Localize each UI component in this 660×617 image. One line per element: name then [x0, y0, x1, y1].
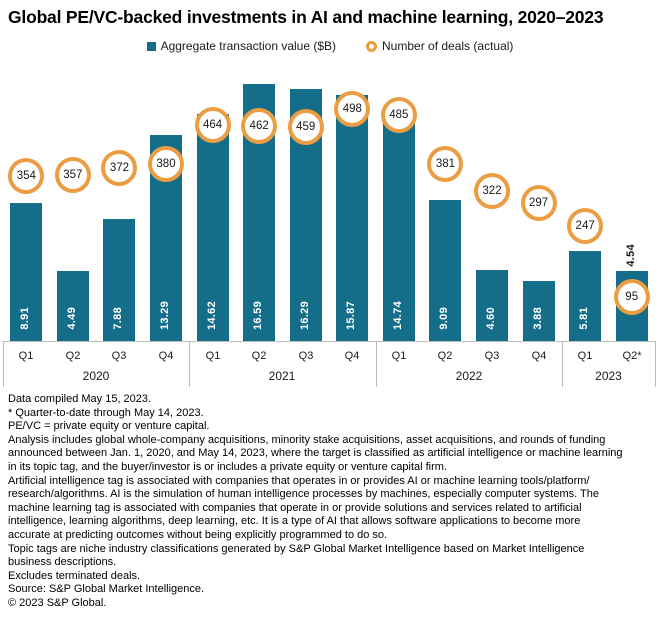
bar-value-label-7: 16.29 [298, 300, 311, 330]
deal-count-circle-10: 381 [427, 145, 464, 182]
deal-count-circle-2: 357 [54, 156, 91, 193]
footnote-line-15: Source: S&P Global Market Intelligence. [8, 583, 205, 596]
bar-Q2-2 [56, 271, 89, 341]
quarter-label-4: Q4 [158, 350, 174, 362]
quarter-label-10: Q2 [437, 350, 453, 362]
quarter-label-5: Q1 [205, 350, 221, 362]
bar-value-label-12: 3.88 [531, 307, 544, 330]
bar-value-label-14: 4.54 [624, 244, 637, 267]
quarter-label-11: Q3 [484, 350, 500, 362]
axis-separator [376, 341, 377, 387]
quarter-label-13: Q1 [577, 350, 593, 362]
bar-Q3-11 [476, 270, 508, 341]
bar-value-label-11: 4.60 [485, 307, 497, 330]
quarter-label-14: Q2* [622, 350, 642, 362]
deal-count-circle-1: 354 [8, 158, 45, 195]
deal-count-circle-6: 462 [241, 107, 278, 144]
bar-Q1-13 [569, 251, 602, 341]
chart-plot: 8.91 4.49 7.88 13.29 14.62 16.59 16.29 15.87 14.… [8, 84, 650, 341]
legend-deals-label: Number of deals (actual) [382, 39, 514, 53]
footnote-line-14: Excludes terminated deals. [8, 569, 141, 582]
quarter-label-1: Q1 [18, 350, 34, 362]
bar-swatch-icon [146, 41, 156, 51]
deals-donut-icon [366, 40, 378, 52]
year-label-2020: 2020 [82, 369, 110, 383]
year-label-2023: 2023 [595, 369, 622, 383]
quarter-label-9: Q1 [391, 350, 407, 362]
bar-Q3-3 [103, 219, 136, 341]
footnote-line-13: business descriptions. [8, 556, 117, 569]
bar-Q1-9 [382, 113, 415, 341]
footnote-line-2: * Quarter-to-date through May 14, 2023. [8, 406, 204, 419]
footnote-line-5: announced between Jan. 1, 2020, and May … [8, 447, 623, 460]
bar-Q2-10 [429, 200, 462, 341]
axis-separator [189, 341, 190, 387]
axis-separator [562, 341, 563, 387]
bar-value-label-1: 8.91 [19, 307, 32, 330]
bar-value-label-2: 4.49 [65, 307, 78, 330]
year-label-2021: 2021 [268, 369, 296, 383]
deal-count-circle-11: 322 [474, 173, 510, 210]
bar-Q4-8 [336, 95, 369, 341]
axis-separator [3, 341, 4, 387]
footnote-line-1: Data compiled May 15, 2023. [8, 393, 152, 405]
deal-count-circle-13: 247 [567, 207, 604, 244]
quarter-label-7: Q3 [298, 350, 314, 362]
bar-value-label-13: 5.81 [578, 307, 591, 330]
footnote-line-10: intelligence, learning algorithms, deep … [8, 515, 581, 528]
chart-title: Global PE/VC-backed investments in AI an… [8, 7, 604, 27]
quarter-label-3: Q3 [111, 350, 127, 362]
bar-value-label-4: 13.29 [159, 300, 171, 330]
footnote-line-9: machine learning tag is associated with … [8, 501, 582, 514]
footnotes: Data compiled May 15, 2023. * Quarter-to-… [8, 393, 656, 611]
bar-value-label-8: 15.87 [345, 300, 358, 330]
deal-count-circle-9: 485 [380, 97, 417, 134]
quarter-label-2: Q2 [65, 350, 81, 362]
footnote-line-6: in its topic tag, and the buyer/investor… [8, 460, 447, 473]
axis-separator [655, 341, 656, 387]
footnote-line-11: accurate at predicting outcomes without … [8, 528, 388, 541]
legend: Aggregate transaction value ($B) Number … [0, 39, 660, 53]
bar-value-label-6: 16.59 [252, 300, 265, 330]
deal-count-circle-5: 464 [194, 106, 231, 143]
axis-baseline [3, 341, 655, 342]
year-label-2022: 2022 [455, 369, 483, 383]
quarter-label-8: Q4 [344, 350, 360, 362]
bar-value-label-9: 14.74 [391, 300, 404, 330]
quarter-label-12: Q4 [531, 350, 547, 362]
deal-count-circle-7: 459 [287, 109, 324, 146]
deal-count-circle-3: 372 [101, 149, 138, 186]
footnote-line-8: research/algorithms. AI is the simulatio… [8, 488, 600, 501]
footnote-line-16: © 2023 S&P Global. [8, 596, 107, 609]
bar-value-label-5: 14.62 [205, 300, 218, 330]
chart-x-axis: 2020 2021 2022 2023 Q1 Q2 Q3 Q4 Q1 Q2 Q3 Q4 Q1 Q2 Q3 Q4… [0, 341, 660, 390]
legend-bar-label: Aggregate transaction value ($B) [160, 39, 337, 53]
bar-Q4-12 [522, 281, 555, 341]
deal-count-circle-14: 95 [613, 278, 650, 315]
footnote-line-7: Artificial intelligence tag is associate… [8, 474, 590, 487]
bar-Q1-1 [10, 203, 43, 341]
footnote-line-12: Topic tags are niche industry classifica… [8, 542, 585, 555]
legend-item-deals: Number of deals (actual) [366, 39, 513, 53]
bar-value-label-3: 7.88 [112, 307, 125, 330]
footnote-line-3: PE/VC = private equity or venture capita… [8, 420, 210, 433]
quarter-label-6: Q2 [251, 350, 267, 362]
deal-count-circle-8: 498 [334, 91, 371, 128]
deal-count-circle-12: 297 [520, 184, 557, 221]
bar-Q1-5 [196, 114, 229, 341]
footnote-line-4: Analysis includes global whole-company a… [8, 433, 606, 446]
legend-item-transaction-value: Aggregate transaction value ($B) [146, 39, 337, 53]
deal-count-circle-4: 380 [148, 146, 184, 182]
bar-value-label-10: 9.09 [438, 307, 451, 330]
